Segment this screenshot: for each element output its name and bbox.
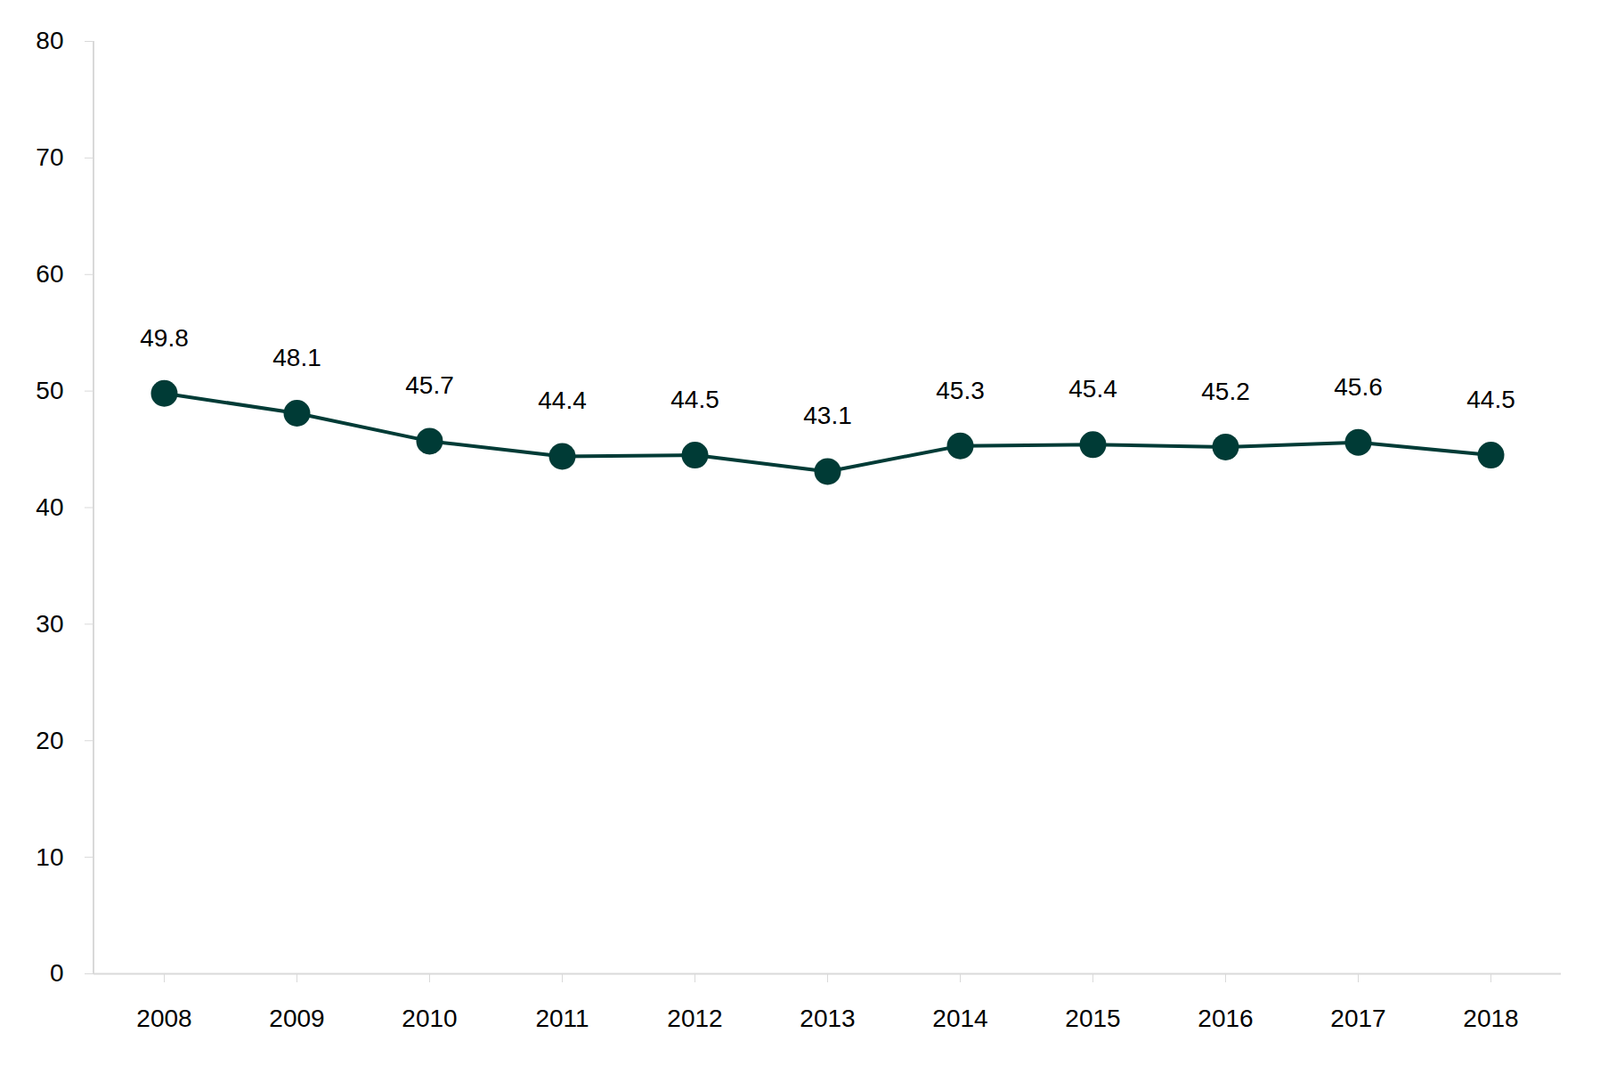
svg-text:44.5: 44.5 [1466,385,1516,414]
svg-text:50: 50 [35,376,64,405]
svg-text:2010: 2010 [401,1004,457,1032]
svg-text:70: 70 [35,143,64,171]
svg-text:43.1: 43.1 [803,401,853,430]
svg-text:2008: 2008 [136,1004,192,1032]
svg-text:2009: 2009 [268,1004,325,1032]
svg-text:45.4: 45.4 [1068,374,1118,403]
svg-text:2014: 2014 [932,1004,988,1032]
svg-text:48.1: 48.1 [272,343,322,372]
svg-text:44.4: 44.4 [537,386,587,415]
svg-text:10: 10 [35,843,64,871]
svg-text:0: 0 [49,958,65,987]
svg-text:44.5: 44.5 [670,385,720,414]
svg-text:45.7: 45.7 [405,371,455,399]
svg-text:30: 30 [35,609,64,638]
svg-text:2015: 2015 [1064,1004,1121,1032]
svg-text:2011: 2011 [535,1004,589,1032]
svg-text:2017: 2017 [1330,1004,1386,1032]
svg-text:2018: 2018 [1462,1004,1519,1032]
svg-text:45.6: 45.6 [1333,373,1383,401]
svg-text:49.8: 49.8 [139,324,189,352]
svg-text:60: 60 [35,259,64,288]
svg-text:45.3: 45.3 [935,376,985,405]
svg-text:2016: 2016 [1197,1004,1253,1032]
svg-text:45.2: 45.2 [1201,377,1251,406]
svg-text:2012: 2012 [666,1004,723,1032]
svg-text:2013: 2013 [799,1004,855,1032]
svg-text:20: 20 [35,726,64,755]
svg-text:40: 40 [35,493,64,521]
svg-text:80: 80 [35,26,64,55]
